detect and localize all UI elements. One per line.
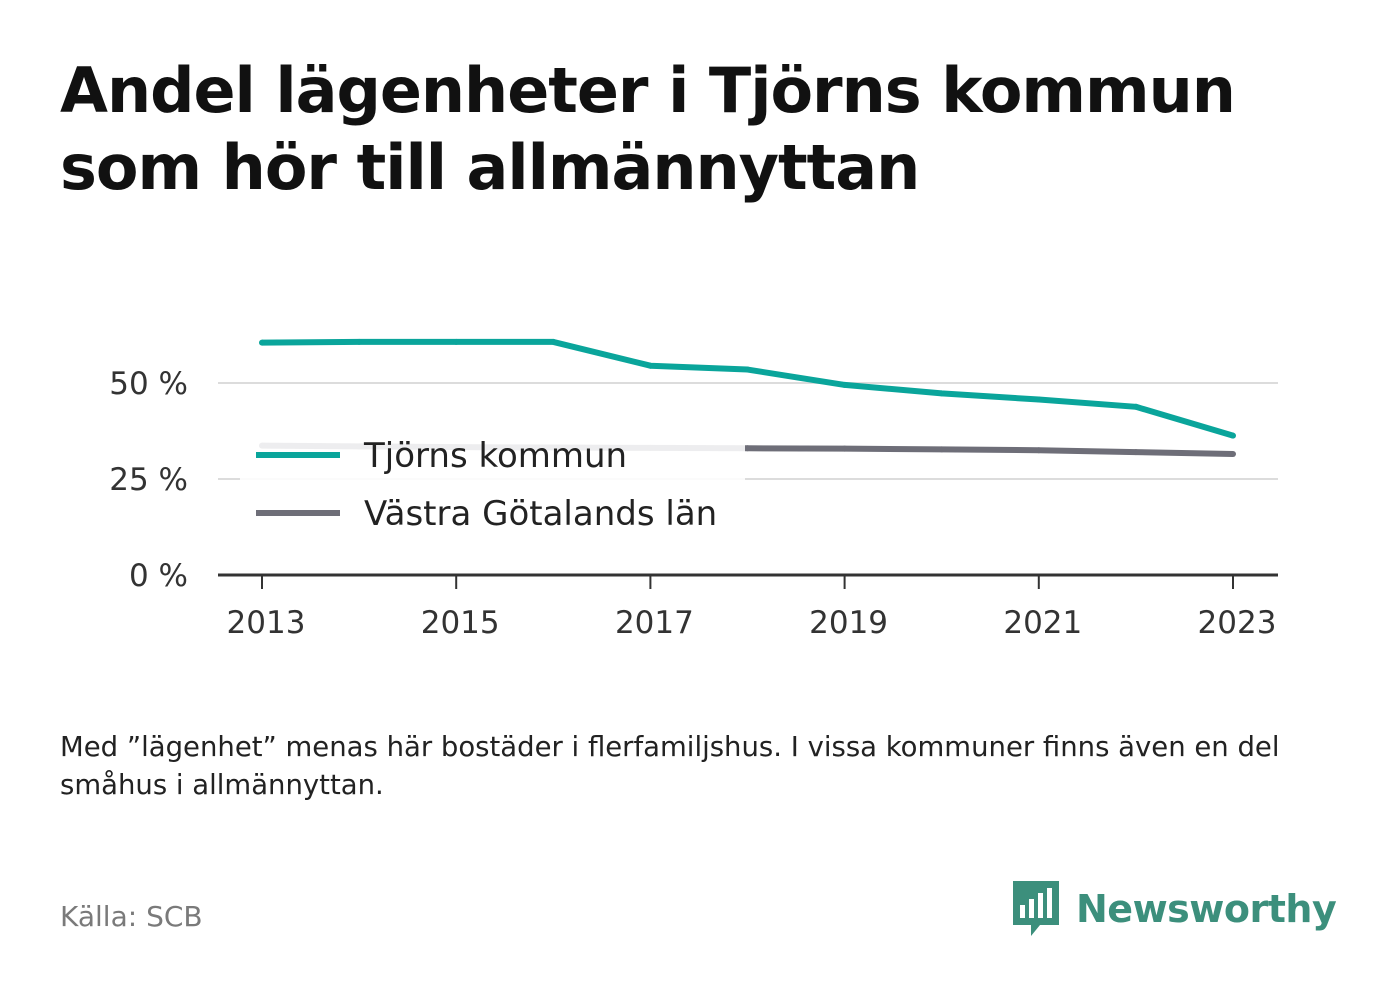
data-point: [1230, 451, 1236, 458]
data-point: [841, 445, 848, 452]
data-point: [841, 381, 848, 388]
data-point: [647, 362, 654, 369]
x-tick-label: 2017: [615, 605, 694, 641]
brand-name: Newsworthy: [1076, 887, 1337, 931]
newsworthy-logo-icon: [1013, 881, 1059, 936]
data-point: [1132, 449, 1139, 456]
data-point: [550, 338, 557, 345]
x-tick-label: 2013: [227, 605, 306, 641]
source-label: Källa: SCB: [60, 900, 203, 933]
data-point: [1035, 396, 1042, 403]
data-point: [356, 338, 363, 345]
x-axis: 2013 2015 2017 2019 2021 2023: [218, 573, 1278, 641]
data-point: [453, 338, 460, 345]
x-tick-label: 2021: [1003, 605, 1082, 641]
data-point: [938, 390, 945, 397]
data-point: [1132, 403, 1139, 410]
data-point: [938, 446, 945, 453]
data-point: [744, 445, 751, 452]
y-tick-label: 0 %: [129, 558, 188, 594]
y-tick-label: 50 %: [109, 366, 188, 402]
x-tick-label: 2023: [1198, 605, 1277, 641]
newsworthy-logo[interactable]: Newsworthy: [1010, 878, 1337, 940]
data-point: [744, 366, 751, 373]
data-point: [1035, 447, 1042, 454]
data-point: [1230, 432, 1236, 439]
chart-note: Med ”lägenhet” menas här bostäder i fler…: [60, 731, 1280, 801]
legend: Tjörns kommun Västra Götalands län: [240, 424, 745, 534]
legend-label-vastra-gotaland: Västra Götalands län: [364, 494, 717, 534]
series-line-tjorns: [261, 338, 1234, 439]
x-tick-label: 2015: [421, 605, 500, 641]
data-point: [259, 339, 265, 346]
y-axis-ticks: 0 % 25 % 50 %: [109, 366, 188, 594]
x-tick-label: 2019: [809, 605, 888, 641]
chart-title: Andel lägenheter i Tjörns kommun som hör…: [60, 54, 1236, 204]
y-tick-label: 25 %: [109, 462, 188, 498]
legend-label-tjorns: Tjörns kommun: [363, 436, 627, 476]
